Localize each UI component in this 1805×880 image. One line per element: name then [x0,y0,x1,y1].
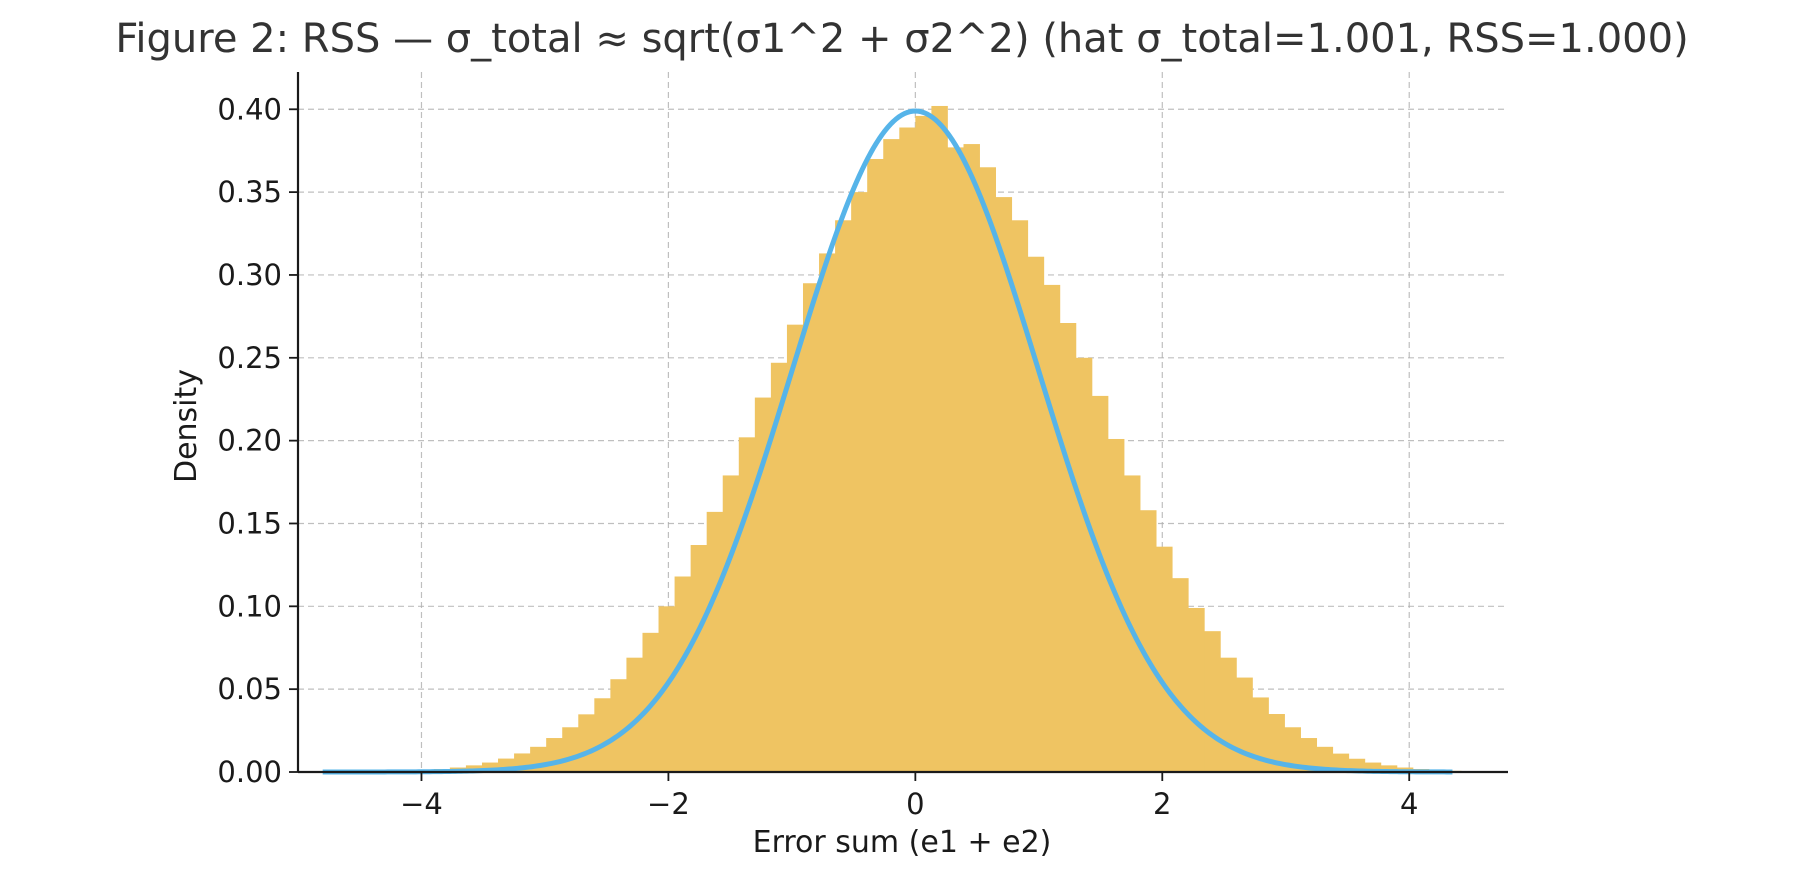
normal-curve [322,108,1453,775]
histogram-bar [770,362,788,772]
histogram-bar [835,220,852,772]
histogram-bar [562,727,579,772]
histogram-bar [1140,510,1157,772]
histogram-bar [802,283,820,772]
histogram-bar [594,698,611,772]
histogram-bars [321,105,1478,773]
histogram-bar [546,738,563,772]
normal-curve-line [322,108,1453,775]
histogram-bar [1124,475,1141,772]
histogram-bar [722,475,740,772]
histogram-bar [1220,657,1237,772]
histogram-bar [931,105,948,773]
histogram-bar [706,511,724,772]
y-ticks: 0.00 0.05 0.10 0.15 0.20 0.25 0.30 0.35 0.40 [217,92,298,789]
histogram-bar [1268,714,1285,772]
histogram-bar [1091,395,1109,772]
histogram-bar [626,657,643,772]
histogram-bar [1075,357,1093,772]
histogram-bar [1059,323,1077,772]
x-tick-label: 2 [1153,787,1171,821]
histogram-bar [1188,607,1205,772]
histogram-bar [690,545,708,772]
histogram-bar [1027,256,1045,772]
histogram-bar [1043,284,1061,772]
y-tick-label: 0.15 [217,506,282,540]
histogram-bar [481,762,499,772]
histogram-bar [1156,546,1173,772]
y-tick-label: 0.05 [217,672,282,706]
histogram-bar [915,115,932,772]
histogram-bar [1011,220,1029,772]
x-tick-label: 0 [906,787,924,821]
y-axis-label: Density [169,369,204,483]
y-tick-label: 0.25 [217,341,282,375]
histogram-bar [674,576,692,772]
histogram-bar [899,127,916,773]
x-axis-label: Error sum (e1 + e2) [753,825,1052,860]
x-tick-label: −2 [647,787,690,821]
histogram-bar [1316,746,1334,772]
histogram-bar [1252,697,1269,772]
histogram-bar [578,714,595,772]
histogram-bar [1284,727,1301,772]
histogram-bar [1380,765,1398,772]
chart-title: Figure 2: RSS — σ_total ≈ sqrt(σ1^2 + σ2… [115,16,1688,62]
histogram-bar [1300,738,1318,772]
y-tick-label: 0.30 [217,258,282,292]
histogram-bar [851,192,868,772]
axes [296,72,1508,774]
x-tick-label: 4 [1400,787,1418,821]
histogram-bar [1364,762,1382,772]
histogram-bar [883,139,900,772]
histogram-bar [947,147,964,772]
y-tick-label: 0.35 [217,175,282,209]
x-ticks: −4 −2 0 2 4 [400,772,1418,821]
histogram-bar [867,158,884,773]
histogram-bar [995,197,1013,773]
histogram-bar [610,679,627,772]
histogram-bar [1236,677,1253,772]
histogram-bar [1107,438,1125,772]
histogram-bar [786,324,804,772]
histogram-bar [819,253,836,773]
y-tick-label: 0.00 [217,755,282,789]
y-tick-label: 0.10 [217,589,282,623]
histogram-bar [1332,753,1350,772]
histogram-bar [1204,631,1221,772]
y-tick-label: 0.20 [217,424,282,458]
x-tick-label: −4 [400,787,443,821]
histogram-bar [979,167,997,773]
histogram-bar [1172,578,1189,772]
histogram-bar [754,397,772,772]
histogram-bar [963,144,980,773]
y-tick-label: 0.40 [217,92,282,126]
